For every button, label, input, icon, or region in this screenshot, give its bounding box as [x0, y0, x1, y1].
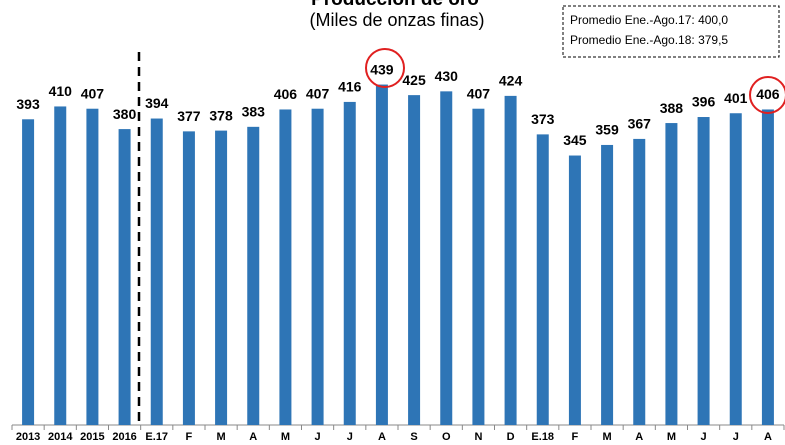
x-tick-label: M [281, 431, 290, 443]
bar [697, 117, 710, 426]
bar [215, 130, 228, 426]
x-tick-label: F [572, 431, 579, 443]
x-tick-label: J [315, 431, 321, 443]
x-tick-label: J [733, 431, 739, 443]
bar [472, 108, 485, 425]
x-tick-label: A [378, 431, 386, 443]
bar [150, 118, 163, 425]
bar [311, 108, 324, 425]
bar [568, 155, 581, 425]
data-label: 406 [756, 86, 780, 102]
x-tick-label: J [701, 431, 707, 443]
chart-title: Producción de oro [311, 0, 479, 10]
data-label: 393 [16, 96, 40, 112]
note: Promedio Ene.-Ago.17: 400,0 [570, 13, 728, 27]
bar [22, 119, 35, 425]
x-tick-label: M [602, 431, 611, 443]
bar [408, 95, 421, 425]
bar [247, 126, 260, 426]
bar [86, 108, 99, 425]
x-tick-label: E.18 [531, 431, 554, 443]
data-label: 430 [435, 68, 459, 84]
chart-subtitle: (Miles de onzas finas) [309, 10, 484, 30]
bar [504, 95, 517, 425]
data-label: 380 [113, 106, 137, 122]
x-tick-label: J [347, 431, 353, 443]
x-tick-label: M [667, 431, 676, 443]
highlight [365, 48, 405, 88]
x-tick-label: A [635, 431, 643, 443]
data-label: 406 [274, 86, 298, 102]
data-label: 345 [563, 132, 587, 148]
x-tick-label: 2016 [112, 431, 136, 443]
bar [118, 129, 131, 425]
data-label: 383 [242, 104, 266, 120]
data-label: 377 [177, 108, 201, 124]
x-tick-label: F [186, 431, 193, 443]
x-tick-label: M [216, 431, 225, 443]
note: Promedio Ene.-Ago.18: 379,5 [570, 33, 728, 47]
data-label: 394 [145, 95, 169, 111]
bar [761, 109, 774, 425]
data-label: 407 [467, 85, 491, 101]
x-tick-label: A [764, 431, 772, 443]
data-label: 425 [402, 72, 426, 88]
x-tick-label: A [249, 431, 257, 443]
note-box [562, 5, 780, 58]
x-tick-label: N [474, 431, 482, 443]
data-label: 407 [306, 85, 330, 101]
bar [375, 84, 388, 426]
x-tick-label: E.17 [145, 431, 168, 443]
x-tick-label: S [410, 431, 417, 443]
bar [343, 101, 356, 426]
x-tick-label: 2015 [80, 431, 104, 443]
bar [440, 91, 453, 425]
x-tick-label: 2013 [16, 431, 40, 443]
bar [665, 123, 678, 425]
bar [633, 138, 646, 426]
bar [729, 113, 742, 426]
data-label: 388 [660, 100, 684, 116]
data-label: 410 [49, 83, 73, 99]
bar [536, 134, 549, 425]
x-tick-label: 2014 [48, 431, 73, 443]
highlight [749, 76, 785, 114]
data-label: 416 [338, 79, 362, 95]
bar [54, 106, 67, 425]
bar [182, 131, 195, 426]
data-label: 401 [724, 90, 748, 106]
data-label: 359 [595, 122, 619, 138]
bar [601, 144, 614, 425]
bar [279, 109, 292, 425]
x-tick-label: O [442, 431, 451, 443]
data-label: 378 [209, 107, 233, 123]
data-label: 396 [692, 94, 716, 110]
x-tick-label: D [507, 431, 515, 443]
data-label: 367 [628, 116, 652, 132]
data-label: 373 [531, 111, 555, 127]
data-label: 439 [370, 61, 394, 77]
data-label: 424 [499, 73, 523, 89]
data-label: 407 [81, 85, 105, 101]
